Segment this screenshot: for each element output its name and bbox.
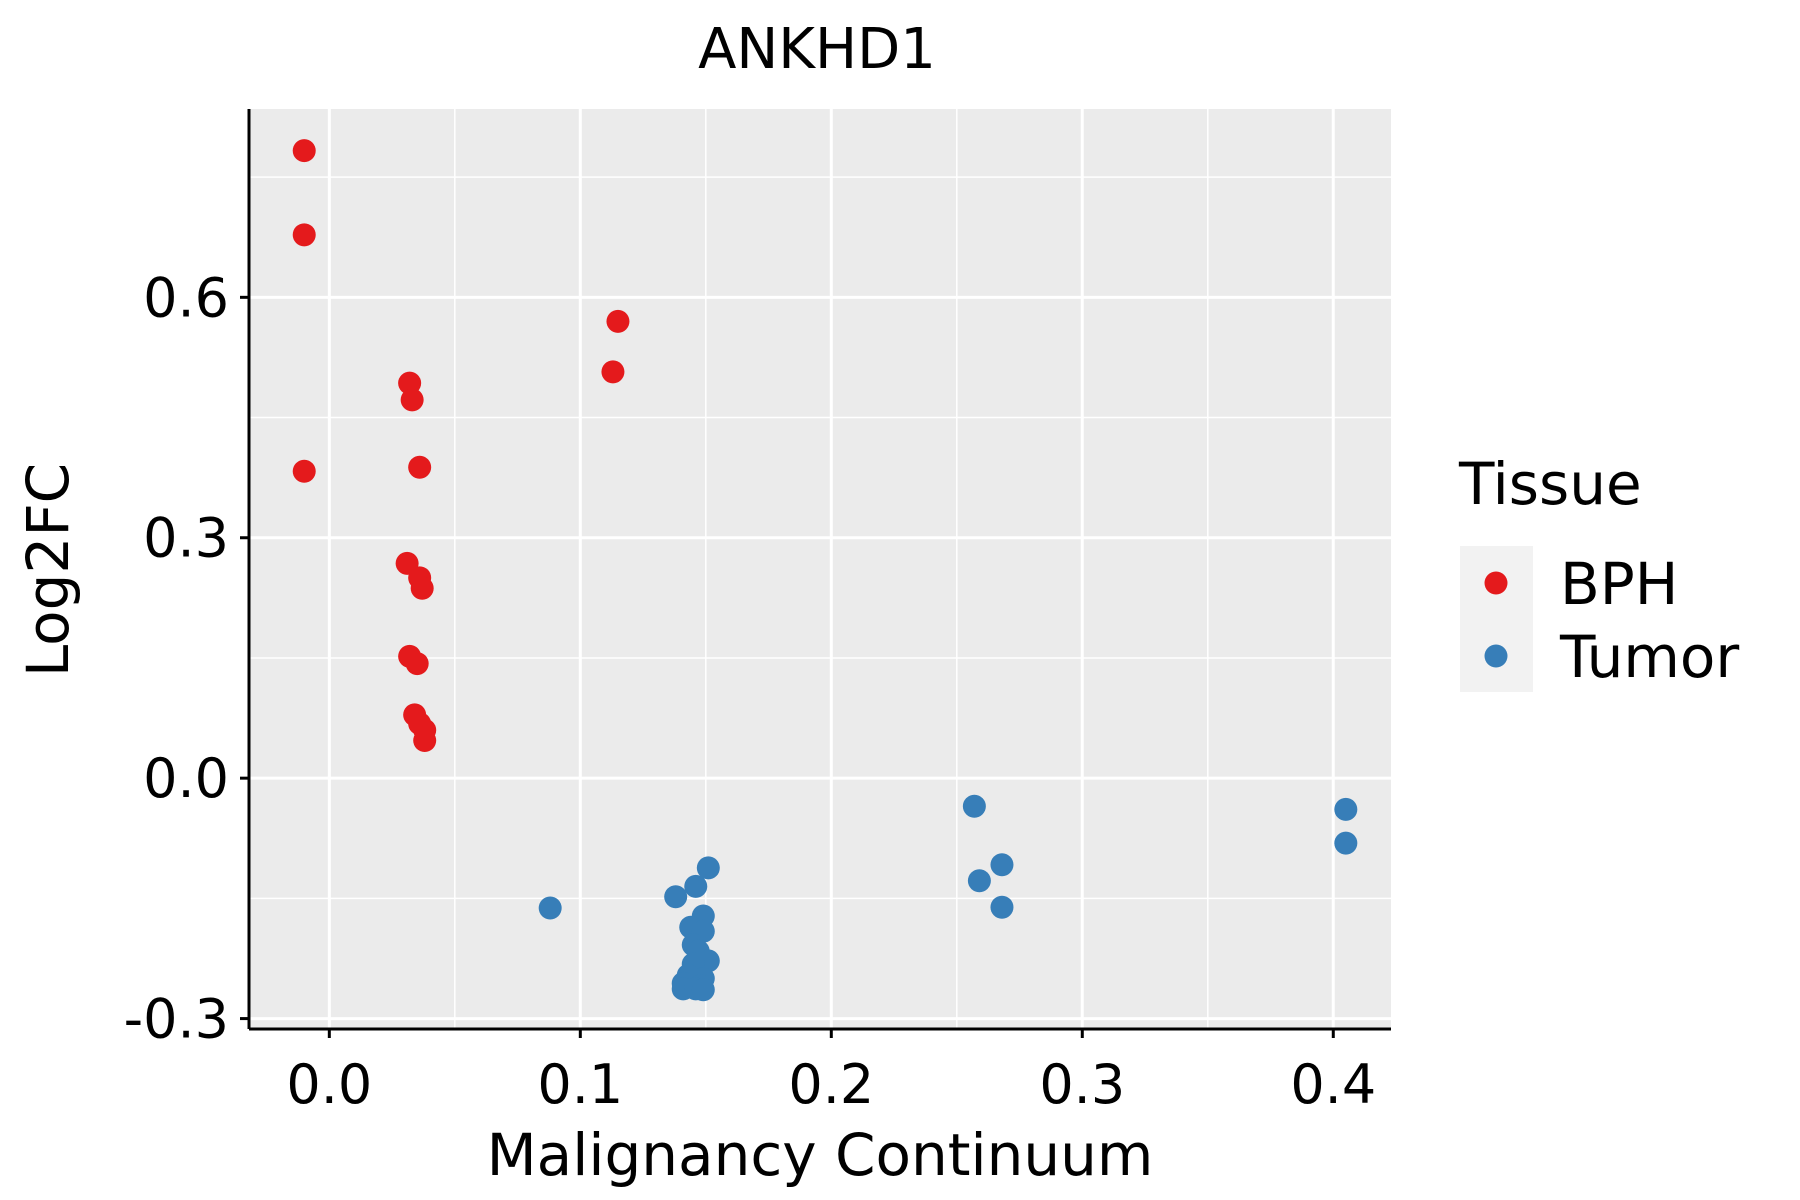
y-axis-title: Log2FC: [14, 463, 82, 677]
x-axis-title: Malignancy Continuum: [487, 1121, 1154, 1189]
data-points: [292, 139, 1358, 1002]
point-tumor: [691, 978, 715, 1002]
point-tumor: [684, 874, 708, 898]
point-bph: [410, 576, 434, 600]
plot-panel: [249, 109, 1391, 1029]
x-tick-label: 0.2: [788, 1053, 874, 1116]
point-bph: [405, 652, 429, 676]
point-bph: [292, 139, 316, 163]
point-tumor: [990, 853, 1014, 877]
point-tumor: [1334, 797, 1358, 821]
x-tick-label: 0.3: [1039, 1053, 1125, 1116]
x-tick-label: 0.4: [1290, 1053, 1376, 1116]
y-axis-ticks: -0.3 0.0 0.3 0.6: [124, 266, 249, 1051]
y-tick-label: -0.3: [124, 988, 229, 1051]
y-tick-label: 0.3: [143, 507, 229, 570]
point-tumor: [990, 895, 1014, 919]
point-tumor: [962, 794, 986, 818]
y-tick-label: 0.6: [143, 266, 229, 329]
point-bph: [601, 360, 625, 384]
point-bph: [400, 388, 424, 412]
grid-minor: [249, 109, 1391, 1029]
legend-label-bph: BPH: [1560, 550, 1678, 618]
point-bph: [413, 728, 437, 752]
legend-key-bph: [1484, 571, 1508, 595]
x-tick-label: 0.1: [537, 1053, 623, 1116]
point-tumor: [1334, 831, 1358, 855]
point-bph: [408, 455, 432, 479]
legend-key-background: [1460, 546, 1533, 692]
legend-title: Tissue: [1458, 450, 1642, 518]
point-bph: [606, 309, 630, 333]
point-bph: [292, 223, 316, 247]
x-tick-label: 0.0: [286, 1053, 372, 1116]
legend-key-tumor: [1484, 644, 1508, 668]
point-tumor: [664, 885, 688, 909]
chart-title: ANKHD1: [698, 17, 936, 82]
point-bph: [292, 459, 316, 483]
point-tumor: [538, 896, 562, 920]
y-tick-label: 0.0: [143, 747, 229, 810]
legend-label-tumor: Tumor: [1559, 623, 1739, 691]
point-tumor: [967, 869, 991, 893]
grid-major: [249, 109, 1391, 1029]
x-axis-ticks: 0.0 0.1 0.2 0.3 0.4: [286, 1029, 1376, 1116]
point-tumor: [696, 856, 720, 880]
point-bph: [398, 371, 422, 395]
